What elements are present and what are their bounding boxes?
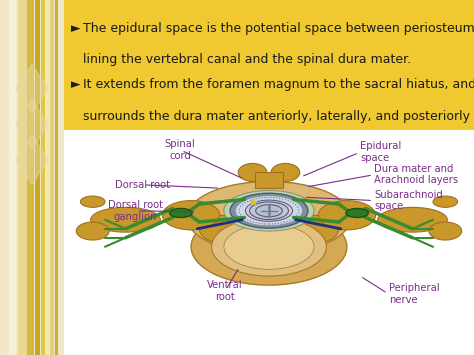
- Ellipse shape: [235, 196, 303, 226]
- Ellipse shape: [199, 215, 240, 242]
- Ellipse shape: [239, 197, 299, 224]
- Ellipse shape: [224, 190, 314, 231]
- Polygon shape: [16, 64, 48, 114]
- Ellipse shape: [163, 201, 220, 230]
- Ellipse shape: [298, 215, 339, 242]
- Bar: [64, 0, 474, 130]
- Text: It extends from the foramen magnum to the sacral hiatus, and: It extends from the foramen magnum to th…: [83, 78, 474, 91]
- Text: lining the vertebral canal and the spinal dura mater.: lining the vertebral canal and the spina…: [83, 53, 411, 66]
- Text: Peripheral
nerve: Peripheral nerve: [389, 283, 439, 305]
- Ellipse shape: [230, 193, 308, 228]
- Bar: [50, 0, 54, 355]
- Ellipse shape: [346, 208, 368, 218]
- Bar: [9, 0, 16, 355]
- Ellipse shape: [429, 222, 462, 240]
- Bar: [18, 0, 27, 355]
- Ellipse shape: [76, 222, 109, 240]
- Ellipse shape: [255, 204, 283, 217]
- Text: Ventral
root: Ventral root: [207, 280, 243, 301]
- Bar: [35, 0, 40, 355]
- Text: ►: ►: [71, 78, 81, 91]
- Ellipse shape: [318, 201, 375, 230]
- Text: The epidural space is the potential space between periosteum: The epidural space is the potential spac…: [83, 22, 474, 35]
- Ellipse shape: [211, 218, 327, 276]
- Text: Dorsal root
ganglion: Dorsal root ganglion: [108, 200, 163, 222]
- Text: Dura mater and
Arachnoid layers: Dura mater and Arachnoid layers: [374, 164, 458, 185]
- Bar: [46, 0, 49, 355]
- Polygon shape: [16, 135, 48, 185]
- Ellipse shape: [81, 196, 105, 207]
- Ellipse shape: [249, 202, 289, 219]
- Text: Epidural
space: Epidural space: [360, 141, 401, 163]
- Bar: [64, 130, 474, 355]
- Ellipse shape: [271, 163, 300, 181]
- Text: Dorsal root: Dorsal root: [115, 180, 170, 190]
- Text: surrounds the dura mater anteriorly, laterally, and posteriorly: surrounds the dura mater anteriorly, lat…: [83, 110, 470, 123]
- Ellipse shape: [187, 181, 351, 253]
- Ellipse shape: [433, 196, 457, 207]
- Ellipse shape: [191, 208, 347, 285]
- Text: Spinal
cord: Spinal cord: [165, 139, 195, 161]
- Ellipse shape: [224, 224, 314, 269]
- Bar: [55, 0, 58, 355]
- Ellipse shape: [170, 208, 192, 218]
- Polygon shape: [16, 99, 48, 149]
- Text: Subarachnoid
space: Subarachnoid space: [374, 190, 443, 211]
- Bar: [41, 0, 45, 355]
- Ellipse shape: [91, 207, 160, 232]
- Text: ►: ►: [71, 22, 81, 35]
- Ellipse shape: [246, 200, 292, 221]
- Ellipse shape: [238, 163, 267, 181]
- Bar: [255, 173, 283, 188]
- Ellipse shape: [378, 207, 447, 232]
- Bar: [27, 0, 34, 355]
